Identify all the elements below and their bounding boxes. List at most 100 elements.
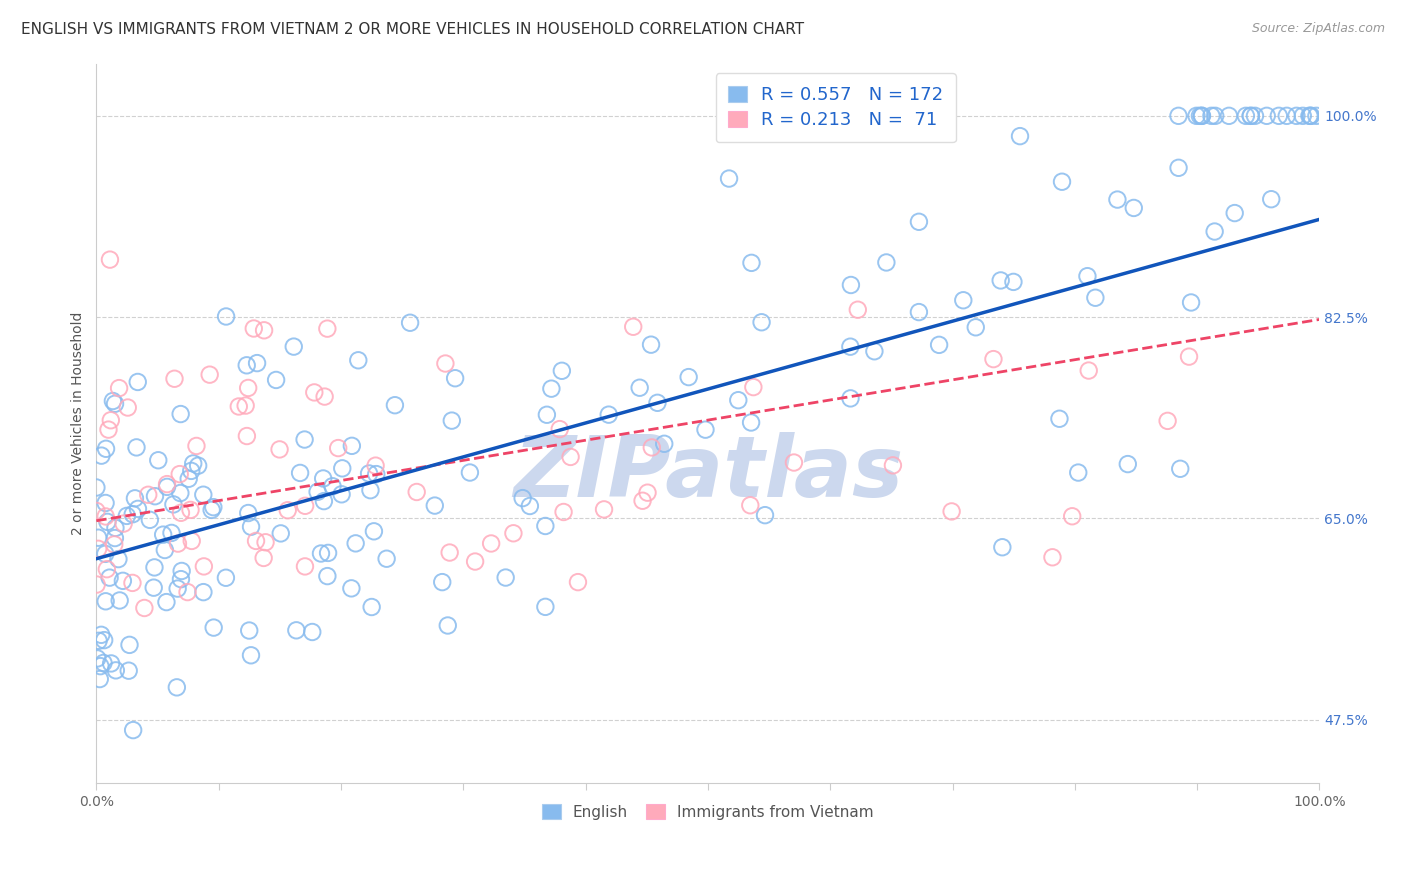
Point: [180, 503, 202, 517]
Point: [621, 319, 644, 334]
Point: [166, 582, 188, 596]
Point: [1077, 363, 1099, 377]
Point: [366, 467, 388, 482]
Point: [104, 397, 127, 411]
Point: [647, 396, 669, 410]
Legend: English, Immigrants from Vietnam: English, Immigrants from Vietnam: [536, 798, 880, 826]
Point: [863, 344, 886, 359]
Point: [754, 508, 776, 523]
Point: [118, 638, 141, 652]
Point: [148, 453, 170, 467]
Point: [202, 621, 225, 635]
Point: [142, 581, 165, 595]
Point: [269, 442, 291, 457]
Point: [553, 505, 575, 519]
Point: [340, 439, 363, 453]
Point: [1185, 109, 1208, 123]
Point: [170, 506, 193, 520]
Point: [180, 533, 202, 548]
Point: [285, 624, 308, 638]
Point: [536, 408, 558, 422]
Point: [990, 273, 1012, 287]
Point: [198, 368, 221, 382]
Point: [1260, 192, 1282, 206]
Point: [965, 320, 987, 334]
Point: [359, 467, 381, 481]
Point: [641, 441, 664, 455]
Point: [228, 400, 250, 414]
Point: [201, 503, 224, 517]
Point: [108, 381, 131, 395]
Point: [1076, 269, 1098, 284]
Point: [560, 450, 582, 464]
Point: [1285, 109, 1308, 123]
Point: [423, 499, 446, 513]
Point: [235, 359, 257, 373]
Point: [193, 488, 215, 502]
Point: [167, 536, 190, 550]
Point: [156, 477, 179, 491]
Point: [94, 509, 117, 524]
Point: [640, 337, 662, 351]
Point: [1180, 295, 1202, 310]
Point: [86, 504, 108, 518]
Point: [1256, 109, 1278, 123]
Point: [139, 513, 162, 527]
Point: [115, 508, 138, 523]
Point: [364, 458, 387, 473]
Point: [436, 618, 458, 632]
Point: [86, 651, 108, 665]
Point: [98, 252, 121, 267]
Point: [162, 497, 184, 511]
Point: [94, 594, 117, 608]
Point: [108, 593, 131, 607]
Point: [1240, 109, 1263, 123]
Point: [384, 398, 406, 412]
Point: [87, 541, 110, 556]
Point: [1191, 109, 1213, 123]
Point: [87, 633, 110, 648]
Point: [253, 323, 276, 337]
Point: [202, 500, 225, 515]
Point: [240, 648, 263, 663]
Point: [96, 515, 118, 529]
Point: [87, 531, 110, 545]
Point: [215, 310, 238, 324]
Point: [316, 569, 339, 583]
Point: [1008, 129, 1031, 144]
Point: [169, 467, 191, 482]
Point: [534, 599, 557, 614]
Point: [593, 502, 616, 516]
Point: [264, 373, 287, 387]
Point: [740, 498, 762, 512]
Point: [1244, 109, 1267, 123]
Point: [1084, 291, 1107, 305]
Point: [1156, 414, 1178, 428]
Point: [176, 585, 198, 599]
Point: [304, 385, 326, 400]
Point: [328, 441, 350, 455]
Point: [1218, 109, 1240, 123]
Point: [122, 723, 145, 737]
Point: [1191, 109, 1213, 123]
Point: [155, 595, 177, 609]
Point: [104, 531, 127, 545]
Point: [839, 340, 862, 354]
Point: [309, 547, 332, 561]
Point: [983, 352, 1005, 367]
Point: [1107, 193, 1129, 207]
Point: [1168, 462, 1191, 476]
Point: [882, 458, 904, 473]
Point: [166, 681, 188, 695]
Point: [90, 628, 112, 642]
Point: [316, 321, 339, 335]
Point: [121, 507, 143, 521]
Point: [111, 574, 134, 588]
Point: [551, 364, 574, 378]
Point: [101, 394, 124, 409]
Point: [163, 372, 186, 386]
Point: [695, 423, 717, 437]
Point: [678, 370, 700, 384]
Point: [307, 484, 329, 499]
Point: [742, 380, 765, 394]
